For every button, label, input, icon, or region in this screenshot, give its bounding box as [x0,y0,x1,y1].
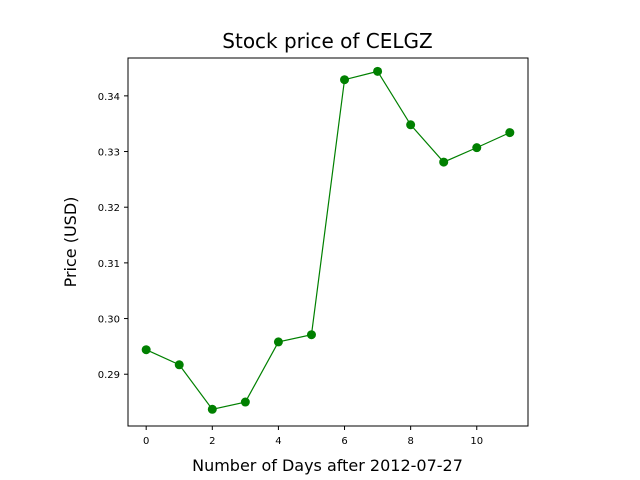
x-tick-label: 6 [341,436,347,447]
data-point [174,360,184,370]
series-layer [141,66,515,414]
data-point [505,128,515,138]
y-tick-label: 0.34 [98,92,120,103]
plot-frame [127,57,529,427]
y-tick-label: 0.32 [98,203,120,214]
price-line [145,70,511,410]
x-tick-label: 2 [209,436,215,447]
data-point [273,337,283,347]
x-tick-label: 0 [143,436,149,447]
x-tick-label: 8 [407,436,413,447]
data-point [340,75,350,85]
data-point [406,120,416,130]
data-point [207,404,217,414]
x-axis-label: Number of Days after 2012-07-27 [192,456,463,475]
chart-title: Stock price of CELGZ [222,29,432,53]
y-tick-label: 0.30 [98,315,120,326]
data-point [141,345,151,355]
y-axis-label: Price (USD) [61,197,80,288]
data-point [240,397,250,407]
x-axis-ticks: 0 2 4 6 8 10 [143,426,483,447]
data-point [439,157,449,167]
x-tick-label: 4 [275,436,281,447]
y-tick-label: 0.29 [98,370,120,381]
y-axis-ticks: 0.29 0.30 0.31 0.32 0.33 0.34 [98,92,128,381]
x-tick-label: 10 [470,436,483,447]
y-tick-label: 0.31 [98,259,120,270]
data-point [472,143,482,153]
data-point [306,330,316,340]
y-tick-label: 0.33 [98,148,120,159]
data-point [373,66,383,76]
